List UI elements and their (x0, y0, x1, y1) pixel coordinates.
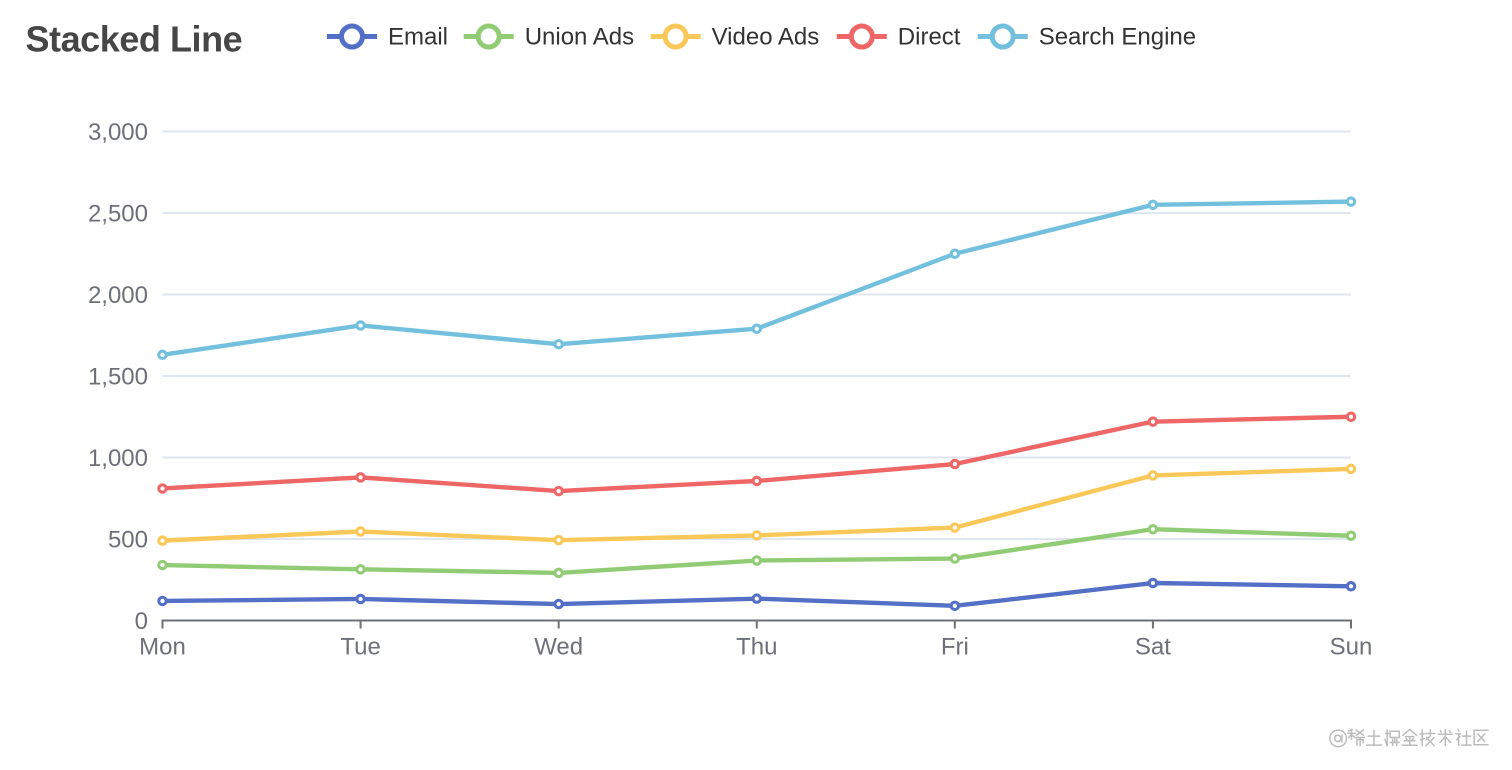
svg-text:Union Ads: Union Ads (525, 24, 634, 51)
svg-text:Tue: Tue (340, 634, 380, 661)
svg-text:Search Engine: Search Engine (1039, 24, 1196, 51)
svg-text:1,000: 1,000 (88, 445, 148, 472)
svg-text:Sun: Sun (1330, 634, 1373, 661)
svg-text:1,500: 1,500 (88, 364, 148, 391)
svg-text:3,000: 3,000 (88, 119, 148, 146)
svg-text:Email: Email (388, 24, 448, 51)
svg-text:Direct: Direct (898, 24, 961, 51)
svg-text:Mon: Mon (139, 634, 186, 661)
svg-text:2,000: 2,000 (88, 282, 148, 309)
svg-text:2,500: 2,500 (88, 201, 148, 228)
svg-text:0: 0 (135, 608, 148, 635)
svg-text:Video Ads: Video Ads (712, 24, 820, 51)
svg-text:Stacked Line: Stacked Line (26, 19, 243, 60)
svg-text:Thu: Thu (736, 634, 777, 661)
svg-text:Sat: Sat (1135, 634, 1171, 661)
svg-text:Wed: Wed (534, 634, 583, 661)
svg-text:500: 500 (108, 527, 148, 554)
svg-text:Fri: Fri (941, 634, 969, 661)
